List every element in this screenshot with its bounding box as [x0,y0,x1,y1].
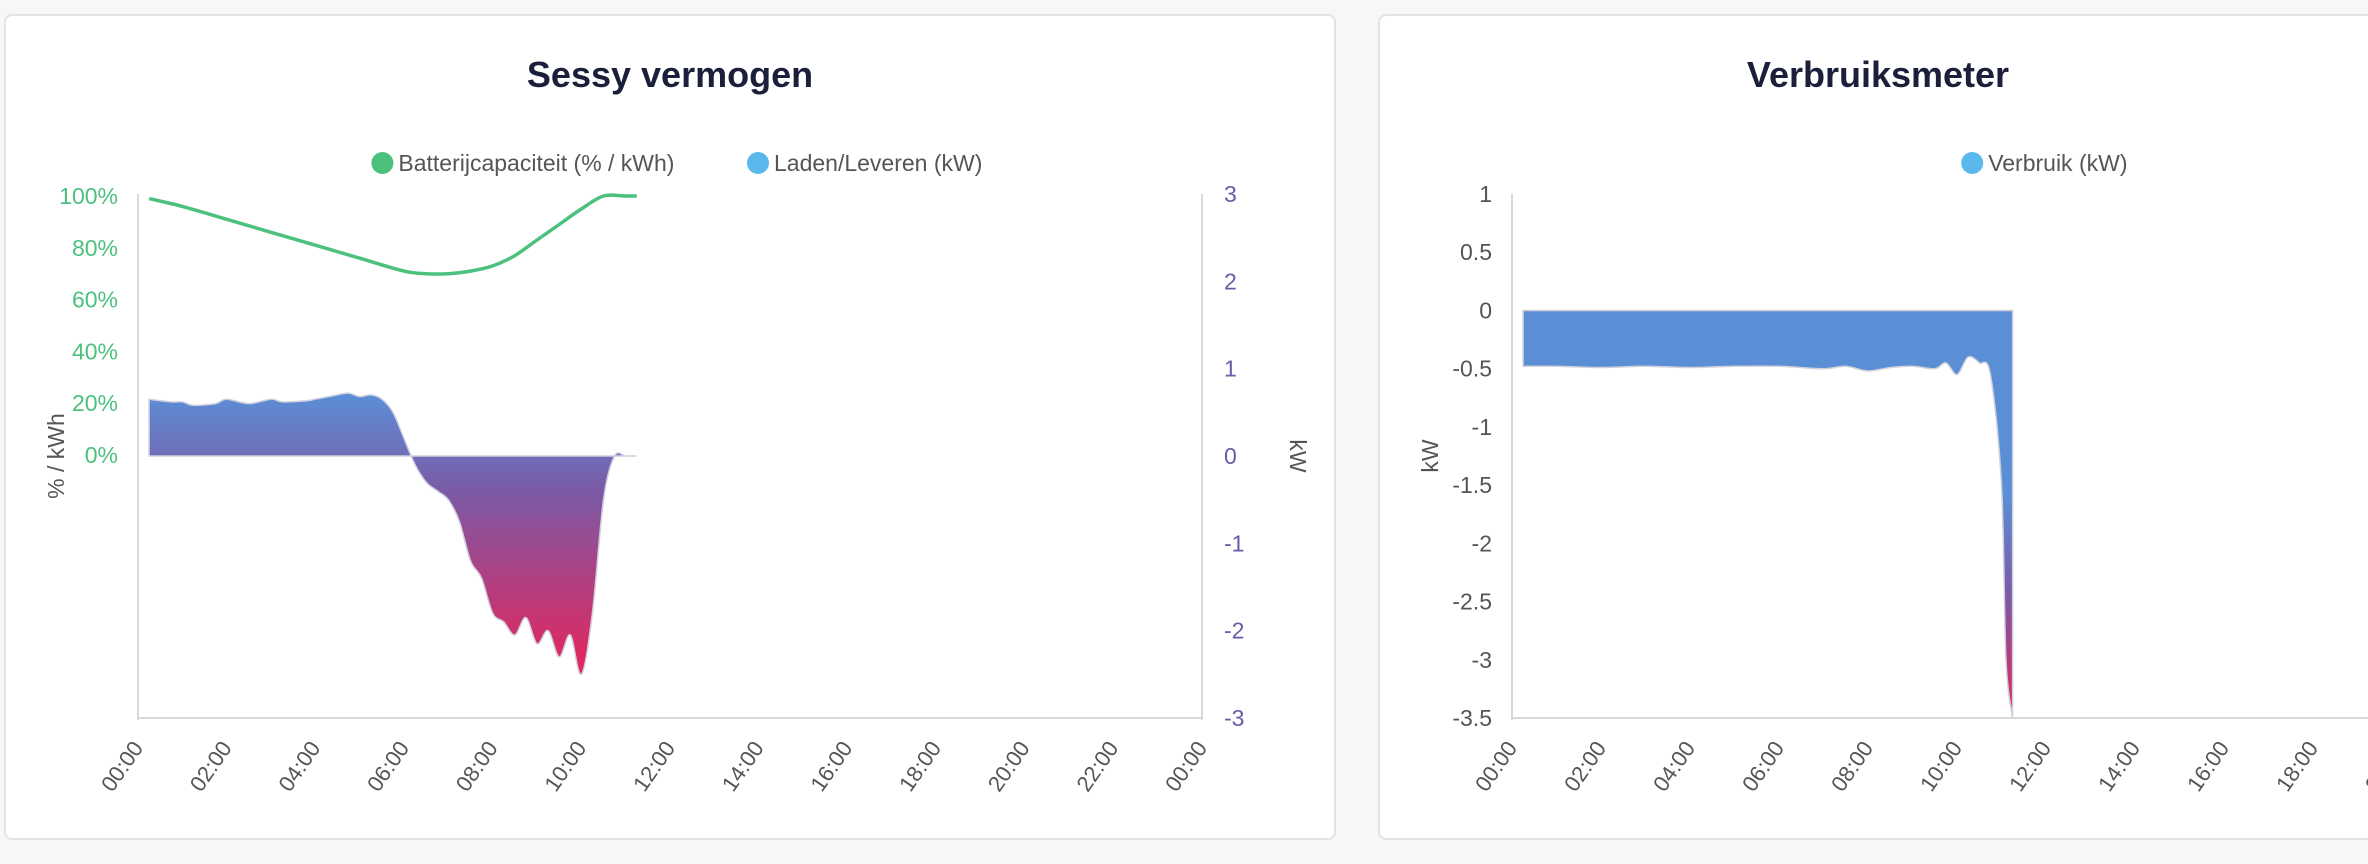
x-tick-label: 00:00 [1160,737,1212,796]
y-right-tick-label: 2 [1224,268,1237,294]
legend-dot-1 [747,152,769,174]
x-tick-label: 14:00 [717,737,769,796]
legend-label-1: Laden/Leveren (kW) [774,150,982,176]
x-tick-label: 10:00 [539,737,591,796]
legend-label-0: Verbruik (kW) [1988,150,2127,176]
y-left-axis-label: % / kWh [43,413,69,499]
series-area-laden-leveren [148,392,637,676]
y-left-tick-label: 20% [72,390,118,416]
series-area-verbruik [1522,309,2014,719]
x-tick-label: 16:00 [805,737,857,796]
x-tick-label: 00:00 [96,737,148,796]
y-right-tick-label: 0 [1224,443,1237,469]
x-tick-label: 08:00 [1826,737,1878,796]
x-tick-label: 08:00 [451,737,503,796]
legend-dot-0 [371,152,394,174]
y-left-tick-label: 100% [59,183,118,209]
y-right-tick-label: 3 [1224,181,1237,207]
x-tick-label: 06:00 [362,737,414,796]
y-tick-label: -2.5 [1452,589,1492,615]
y-right-tick-label: 1 [1224,356,1237,382]
verbruiksmeter-chart: Verbruik (kW) 1 0.5 0 -0.5 -1 -1.5 -2 -2.5 -3 -3.5… [1417,150,2368,796]
legend-dot-0 [1961,152,1984,174]
x-tick-label: 12:00 [2004,737,2056,796]
y-right-tick-label: -2 [1224,618,1244,644]
y-tick-label: -2 [1472,530,1492,556]
y-right-tick-label: -3 [1224,705,1244,731]
x-tick-label: 16:00 [2182,737,2234,796]
y-tick-label: -1 [1472,414,1492,440]
verbruiksmeter-panel: Verbruiksmeter Verbruik (kW) 1 0.5 0 -0.5 -1 -… [1378,14,2368,840]
y-tick-label: 1 [1479,181,1492,207]
sessy-vermogen-chart: Batterijcapaciteit (% / kWh) Laden/Levere… [43,150,1311,796]
y-left-tick-label: 0% [85,442,118,468]
y-right-tick-label: -1 [1224,530,1244,556]
x-tick-label: 18:00 [2271,737,2323,796]
x-tick-label: 12:00 [628,737,680,796]
y-tick-label: 0 [1479,297,1492,323]
y-tick-label: -3.5 [1452,705,1492,731]
x-tick-label: 04:00 [1648,737,1700,796]
x-tick-label: 14:00 [2093,737,2145,796]
y-right-axis-label: kW [1285,439,1311,473]
y-left-tick-label: 40% [72,338,118,364]
x-tick-label: 06:00 [1737,737,1789,796]
y-tick-label: -1.5 [1452,472,1492,498]
x-tick-label: 18:00 [894,737,946,796]
y-tick-label: -0.5 [1452,356,1492,382]
x-tick-label: 04:00 [273,737,325,796]
panel-title: Verbruiksmeter [1746,54,2010,95]
legend-label-0: Batterijcapaciteit (% / kWh) [398,150,674,176]
panel-title: Sessy vermogen [526,54,814,95]
x-tick-label: 20:00 [983,737,1035,796]
x-tick-label: 02:00 [185,737,237,796]
y-tick-label: -3 [1472,647,1492,673]
series-line-batterijcapaciteit [148,193,637,276]
y-left-tick-label: 60% [72,287,118,313]
y-tick-label: 0.5 [1460,239,1492,265]
x-tick-label: 20:00 [2360,737,2368,796]
x-tick-label: 00:00 [1470,737,1522,796]
sessy-vermogen-panel: Sessy vermogen Batterijcapaciteit (% / k… [4,14,1336,840]
x-tick-label: 10:00 [1915,737,1967,796]
y-axis-label: kW [1417,439,1443,473]
y-left-tick-label: 80% [72,235,118,261]
x-tick-label: 02:00 [1559,737,1611,796]
x-tick-label: 22:00 [1071,737,1123,796]
